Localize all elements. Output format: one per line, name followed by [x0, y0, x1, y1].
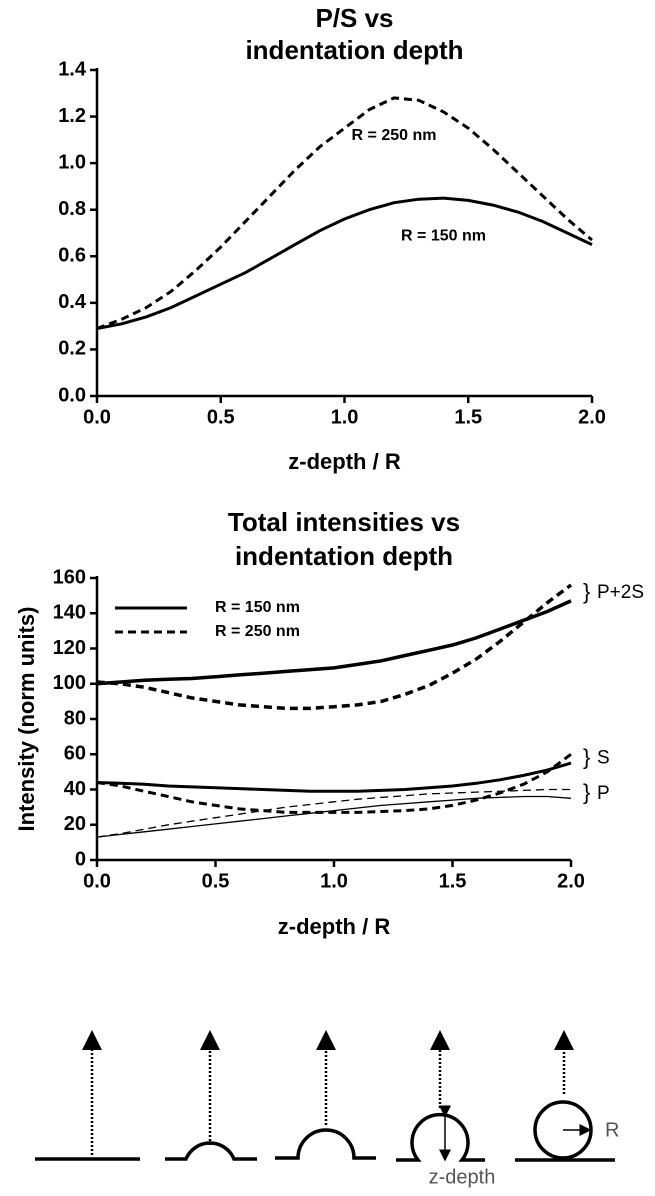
y-tick-label: 20	[64, 813, 86, 835]
legend-label: R = 250 nm	[215, 623, 300, 640]
depth-label: z-depth	[429, 1166, 496, 1188]
chart-title: indentation depth	[235, 541, 453, 571]
y-tick-label: 40	[64, 778, 86, 800]
chart-title: indentation depth	[245, 35, 463, 65]
y-tick-label: 0.4	[58, 291, 87, 313]
x-tick-label: 0.5	[207, 406, 235, 428]
x-axis-label: z-depth / R	[278, 914, 391, 939]
chart-title: Total intensities vs	[228, 507, 460, 537]
y-tick-label: 1.4	[58, 58, 87, 80]
group-brace: }	[583, 579, 590, 604]
y-tick-label: 0	[75, 848, 86, 870]
y-axis-label: Intensity (norm units)	[14, 607, 39, 832]
x-tick-label: 0.0	[83, 406, 111, 428]
y-tick-label: 100	[53, 672, 86, 694]
y-tick-label: 1.0	[58, 151, 86, 173]
y-tick-label: 80	[64, 707, 86, 729]
y-tick-label: 0.0	[58, 384, 86, 406]
series-label: R = 150 nm	[401, 227, 486, 244]
series-line	[96, 795, 572, 838]
series-line	[96, 583, 573, 711]
x-tick-label: 2.0	[557, 870, 585, 892]
series-line	[96, 753, 572, 814]
legend-label: R = 150 nm	[215, 599, 300, 616]
x-tick-label: 1.5	[454, 406, 482, 428]
x-tick-label: 1.5	[439, 870, 467, 892]
x-tick-label: 0.5	[202, 870, 230, 892]
y-tick-label: 0.2	[58, 338, 86, 360]
series-line	[96, 96, 593, 330]
group-label: P+2S	[597, 582, 644, 603]
series-line	[96, 788, 571, 838]
series-line	[96, 196, 593, 330]
chart-title: P/S vs	[315, 3, 393, 33]
x-tick-label: 1.0	[331, 406, 359, 428]
x-tick-label: 1.0	[320, 870, 348, 892]
y-tick-label: 60	[64, 743, 86, 765]
y-tick-label: 0.8	[58, 198, 86, 220]
group-brace: }	[583, 744, 590, 769]
group-label: P	[597, 783, 610, 804]
series-label: R = 250 nm	[352, 127, 437, 144]
series-line	[96, 761, 572, 793]
series-line	[96, 599, 572, 686]
x-tick-label: 2.0	[578, 406, 606, 428]
group-brace: }	[583, 780, 590, 805]
y-tick-label: 0.6	[58, 245, 86, 267]
x-axis-label: z-depth / R	[288, 449, 401, 474]
y-tick-label: 160	[53, 566, 86, 588]
radius-label: R	[605, 1119, 619, 1141]
group-label: S	[597, 748, 610, 769]
x-tick-label: 0.0	[83, 870, 111, 892]
y-tick-label: 1.2	[58, 105, 86, 127]
indentation-diagram	[35, 1030, 615, 1162]
y-tick-label: 120	[53, 637, 86, 659]
y-tick-label: 140	[53, 602, 86, 624]
